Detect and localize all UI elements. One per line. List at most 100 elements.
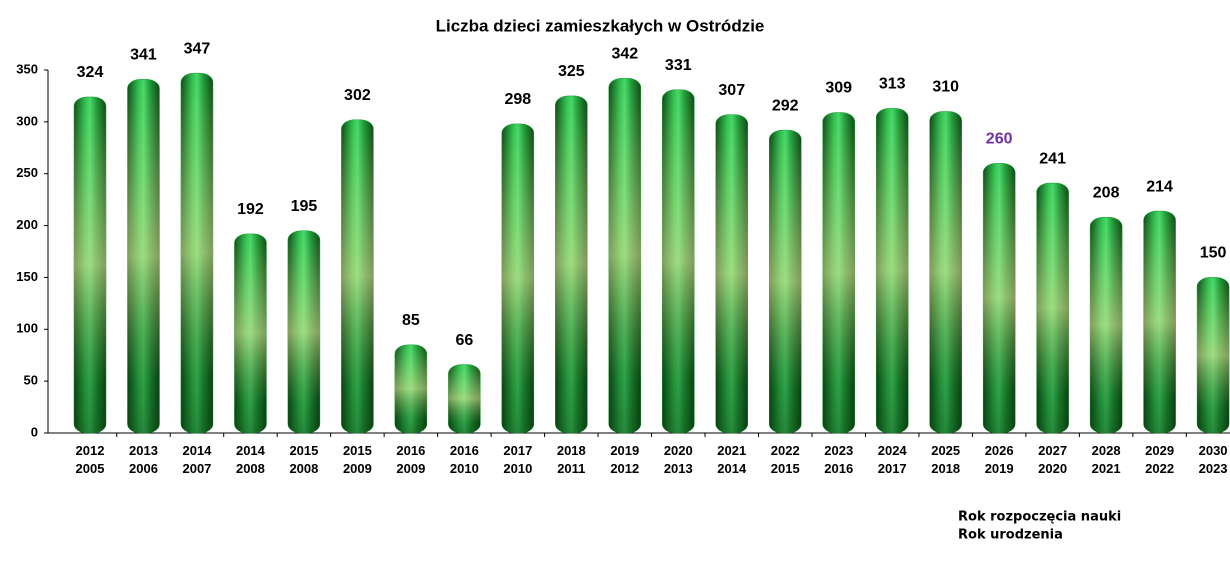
value-label: 313 [879, 76, 906, 93]
value-label: 331 [665, 57, 692, 74]
bar-shade [929, 111, 962, 433]
x-tick-label-line: 2012 [610, 461, 639, 476]
x-tick-label-line: 2018 [931, 461, 960, 476]
x-tick-label-line: 2014 [236, 443, 266, 458]
x-tick-label: 2015 2008 [289, 443, 318, 476]
x-tick-label-line: 2030 [1199, 443, 1228, 458]
x-tick-label-line: 2017 [503, 443, 532, 458]
x-tick-label-line: 2022 [771, 443, 800, 458]
bar-shade [1036, 183, 1069, 433]
value-label: 66 [455, 332, 473, 349]
x-tick-label-line: 2021 [1092, 461, 1121, 476]
y-tick-label: 350 [16, 61, 38, 76]
value-label: 85 [402, 312, 420, 329]
x-tick-label-line: 2019 [610, 443, 639, 458]
x-tick-label: 2017 2010 [503, 443, 532, 476]
x-tick-label-line: 2024 [878, 443, 908, 458]
x-tick-label-line: 2009 [396, 461, 425, 476]
x-tick-label-line: 2028 [1092, 443, 1121, 458]
value-label: 302 [344, 87, 371, 104]
x-tick-label-line: 2012 [76, 443, 105, 458]
x-tick-label-line: 2027 [1038, 443, 1067, 458]
bar-shade [1197, 277, 1230, 433]
x-tick-label-line: 2009 [343, 461, 372, 476]
bar-shade [287, 230, 320, 433]
x-tick-label: 2014 2007 [182, 443, 212, 476]
x-tick-label-line: 2015 [343, 443, 372, 458]
bar-shade [876, 108, 909, 434]
value-label: 325 [558, 63, 585, 80]
x-tick-label-line: 2021 [717, 443, 746, 458]
x-tick-label: 2014 2008 [236, 443, 266, 476]
x-tick-label: 2026 2019 [985, 443, 1014, 476]
x-tick-label-line: 2016 [824, 461, 853, 476]
bar-shade [822, 112, 855, 433]
y-tick-label: 300 [16, 113, 38, 128]
bar-shade [1143, 211, 1176, 433]
bar-shade [341, 119, 374, 433]
x-axis-label: Rok urodzenia [958, 528, 1063, 543]
x-tick-label-line: 2015 [289, 443, 318, 458]
x-tick-label: 2029 2022 [1145, 443, 1174, 476]
x-tick-label-line: 2018 [557, 443, 586, 458]
x-tick-label: 2016 2009 [396, 443, 425, 476]
x-tick-label-line: 2026 [985, 443, 1014, 458]
x-tick-label: 2028 2021 [1092, 443, 1121, 476]
y-tick-label: 150 [16, 269, 38, 284]
x-tick-label-line: 2023 [1199, 461, 1228, 476]
value-label: 241 [1039, 150, 1066, 167]
x-tick-label-line: 2023 [824, 443, 853, 458]
value-label: 192 [237, 201, 264, 218]
value-label: 309 [825, 80, 852, 97]
value-label: 195 [291, 198, 318, 215]
x-tick-label-line: 2013 [664, 461, 693, 476]
bar-shade [127, 79, 160, 433]
bar-shade [234, 233, 267, 433]
value-label: 347 [184, 40, 211, 57]
x-tick-label-line: 2014 [717, 461, 747, 476]
bar-shade [394, 344, 427, 433]
x-tick-label-line: 2016 [396, 443, 425, 458]
x-tick-label-line: 2022 [1145, 461, 1174, 476]
y-tick-label: 0 [31, 424, 38, 439]
y-tick-label: 250 [16, 165, 38, 180]
x-tick-label-line: 2005 [76, 461, 105, 476]
bar-shade [769, 130, 802, 433]
bar-shade [1090, 217, 1123, 433]
x-tick-label: 2021 2014 [717, 443, 747, 476]
x-tick-label-line: 2020 [1038, 461, 1067, 476]
x-tick-label-line: 2013 [129, 443, 158, 458]
value-label: 292 [772, 97, 799, 114]
x-tick-label-line: 2011 [557, 461, 585, 476]
bar-shade [448, 364, 481, 433]
value-label: 260 [986, 131, 1013, 148]
y-tick-label: 200 [16, 217, 38, 232]
x-tick-label: 2015 2009 [343, 443, 372, 476]
x-tick-label: 2027 2020 [1038, 443, 1067, 476]
x-tick-label: 2012 2005 [76, 443, 105, 476]
chart-title: Liczba dzieci zamieszkałych w Ostródzie [436, 16, 765, 35]
x-tick-label: 2024 2017 [878, 443, 908, 476]
value-label: 324 [77, 64, 104, 81]
x-tick-label-line: 2014 [182, 443, 212, 458]
value-label: 342 [611, 46, 638, 63]
x-tick-label: 2022 2015 [771, 443, 800, 476]
value-label: 150 [1200, 245, 1227, 262]
bar-shade [662, 89, 695, 433]
x-tick-label-line: 2006 [129, 461, 158, 476]
x-tick-label-line: 2029 [1145, 443, 1174, 458]
x-tick-label-line: 2017 [878, 461, 907, 476]
bar-shade [501, 123, 534, 433]
x-tick-label: 2023 2016 [824, 443, 853, 476]
value-label: 341 [130, 47, 157, 64]
x-tick-label-line: 2016 [450, 443, 479, 458]
x-tick-label-line: 2007 [182, 461, 211, 476]
y-tick-label: 100 [16, 321, 38, 336]
bar-shade [555, 95, 588, 433]
x-tick-label: 2013 2006 [129, 443, 158, 476]
value-label: 307 [718, 82, 745, 99]
x-tick-label: 2018 2011 [557, 443, 586, 476]
value-label: 298 [504, 91, 531, 108]
bar-shade [608, 78, 641, 433]
